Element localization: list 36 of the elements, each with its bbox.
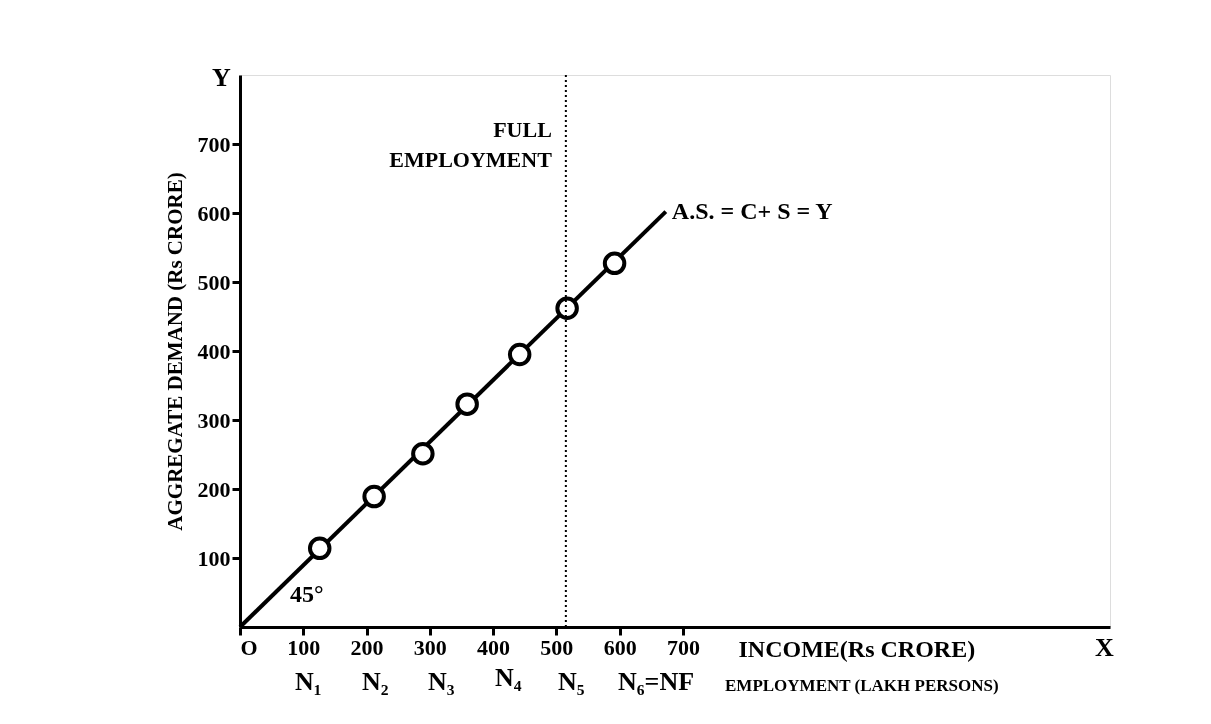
y-tick-label: 700	[197, 131, 231, 157]
ref-line-label: FULL EMPLOYMENT	[389, 117, 553, 173]
text: N₃	[428, 667, 455, 696]
text: N₂	[362, 667, 389, 696]
text: N₁	[295, 667, 322, 696]
y-tick-label: 200	[197, 476, 231, 502]
y-tick-label: 100	[197, 545, 231, 571]
x-tick-label: 200	[350, 634, 384, 660]
x-tick-label: O	[240, 634, 258, 660]
annotation: 45°	[290, 581, 324, 607]
x-tick-label: 300	[413, 634, 447, 660]
text: Y	[212, 63, 231, 92]
y-tick-label: 500	[197, 269, 231, 295]
point	[555, 296, 579, 320]
x-tick-label: 500	[540, 634, 574, 660]
x-tick-label: 100	[287, 634, 321, 660]
point	[507, 342, 532, 367]
point	[362, 484, 386, 509]
y-tick-label: 400	[197, 338, 231, 364]
y-tick-label: 600	[197, 200, 231, 226]
x-tick-label: 400	[477, 634, 511, 660]
text: N₄	[495, 663, 522, 692]
text: EMPLOYMENT (LAKH PERSONS)	[725, 676, 999, 695]
x-axis-title: INCOME(Rs CRORE)	[738, 635, 976, 662]
point	[307, 536, 332, 561]
x-tick-label: 700	[666, 634, 700, 660]
series-label: A.S. = C+ S = Y	[671, 197, 833, 224]
point	[455, 392, 479, 416]
x-tick-label: 600	[603, 634, 637, 660]
point	[602, 251, 627, 276]
y-axis-title: AGGREGATE DEMAND (Rs CRORE)	[162, 172, 187, 531]
text: X	[1095, 633, 1114, 662]
text: N₆=NF	[618, 667, 695, 696]
y-tick-label: 300	[197, 407, 231, 433]
point	[411, 442, 435, 466]
text: N₅	[558, 667, 585, 696]
